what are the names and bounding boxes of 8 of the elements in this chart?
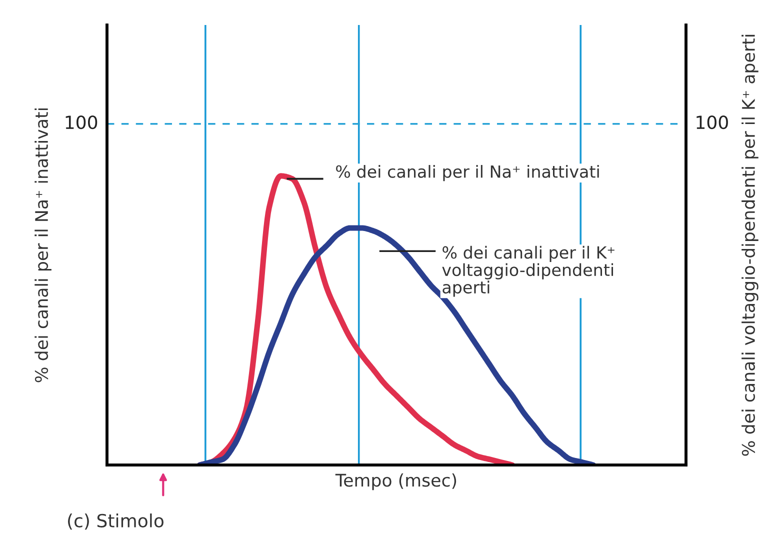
y2-axis-title: % dei canali voltaggio-dipendenti per il K⁺ aperti [742,34,758,456]
text: 100 [696,115,728,130]
annotation: % dei canali per il Na⁺ inattivati [336,164,599,182]
text: (c) Stimolo [68,513,164,530]
annotation: % dei canali per il K⁺ voltaggio-dipendenti aperti [442,246,614,297]
y-axis-title: % dei canali per il Na⁺ inattivati [34,108,52,382]
text: 100 [66,115,98,130]
x-axis-title: Tempo (msec) [335,473,456,490]
